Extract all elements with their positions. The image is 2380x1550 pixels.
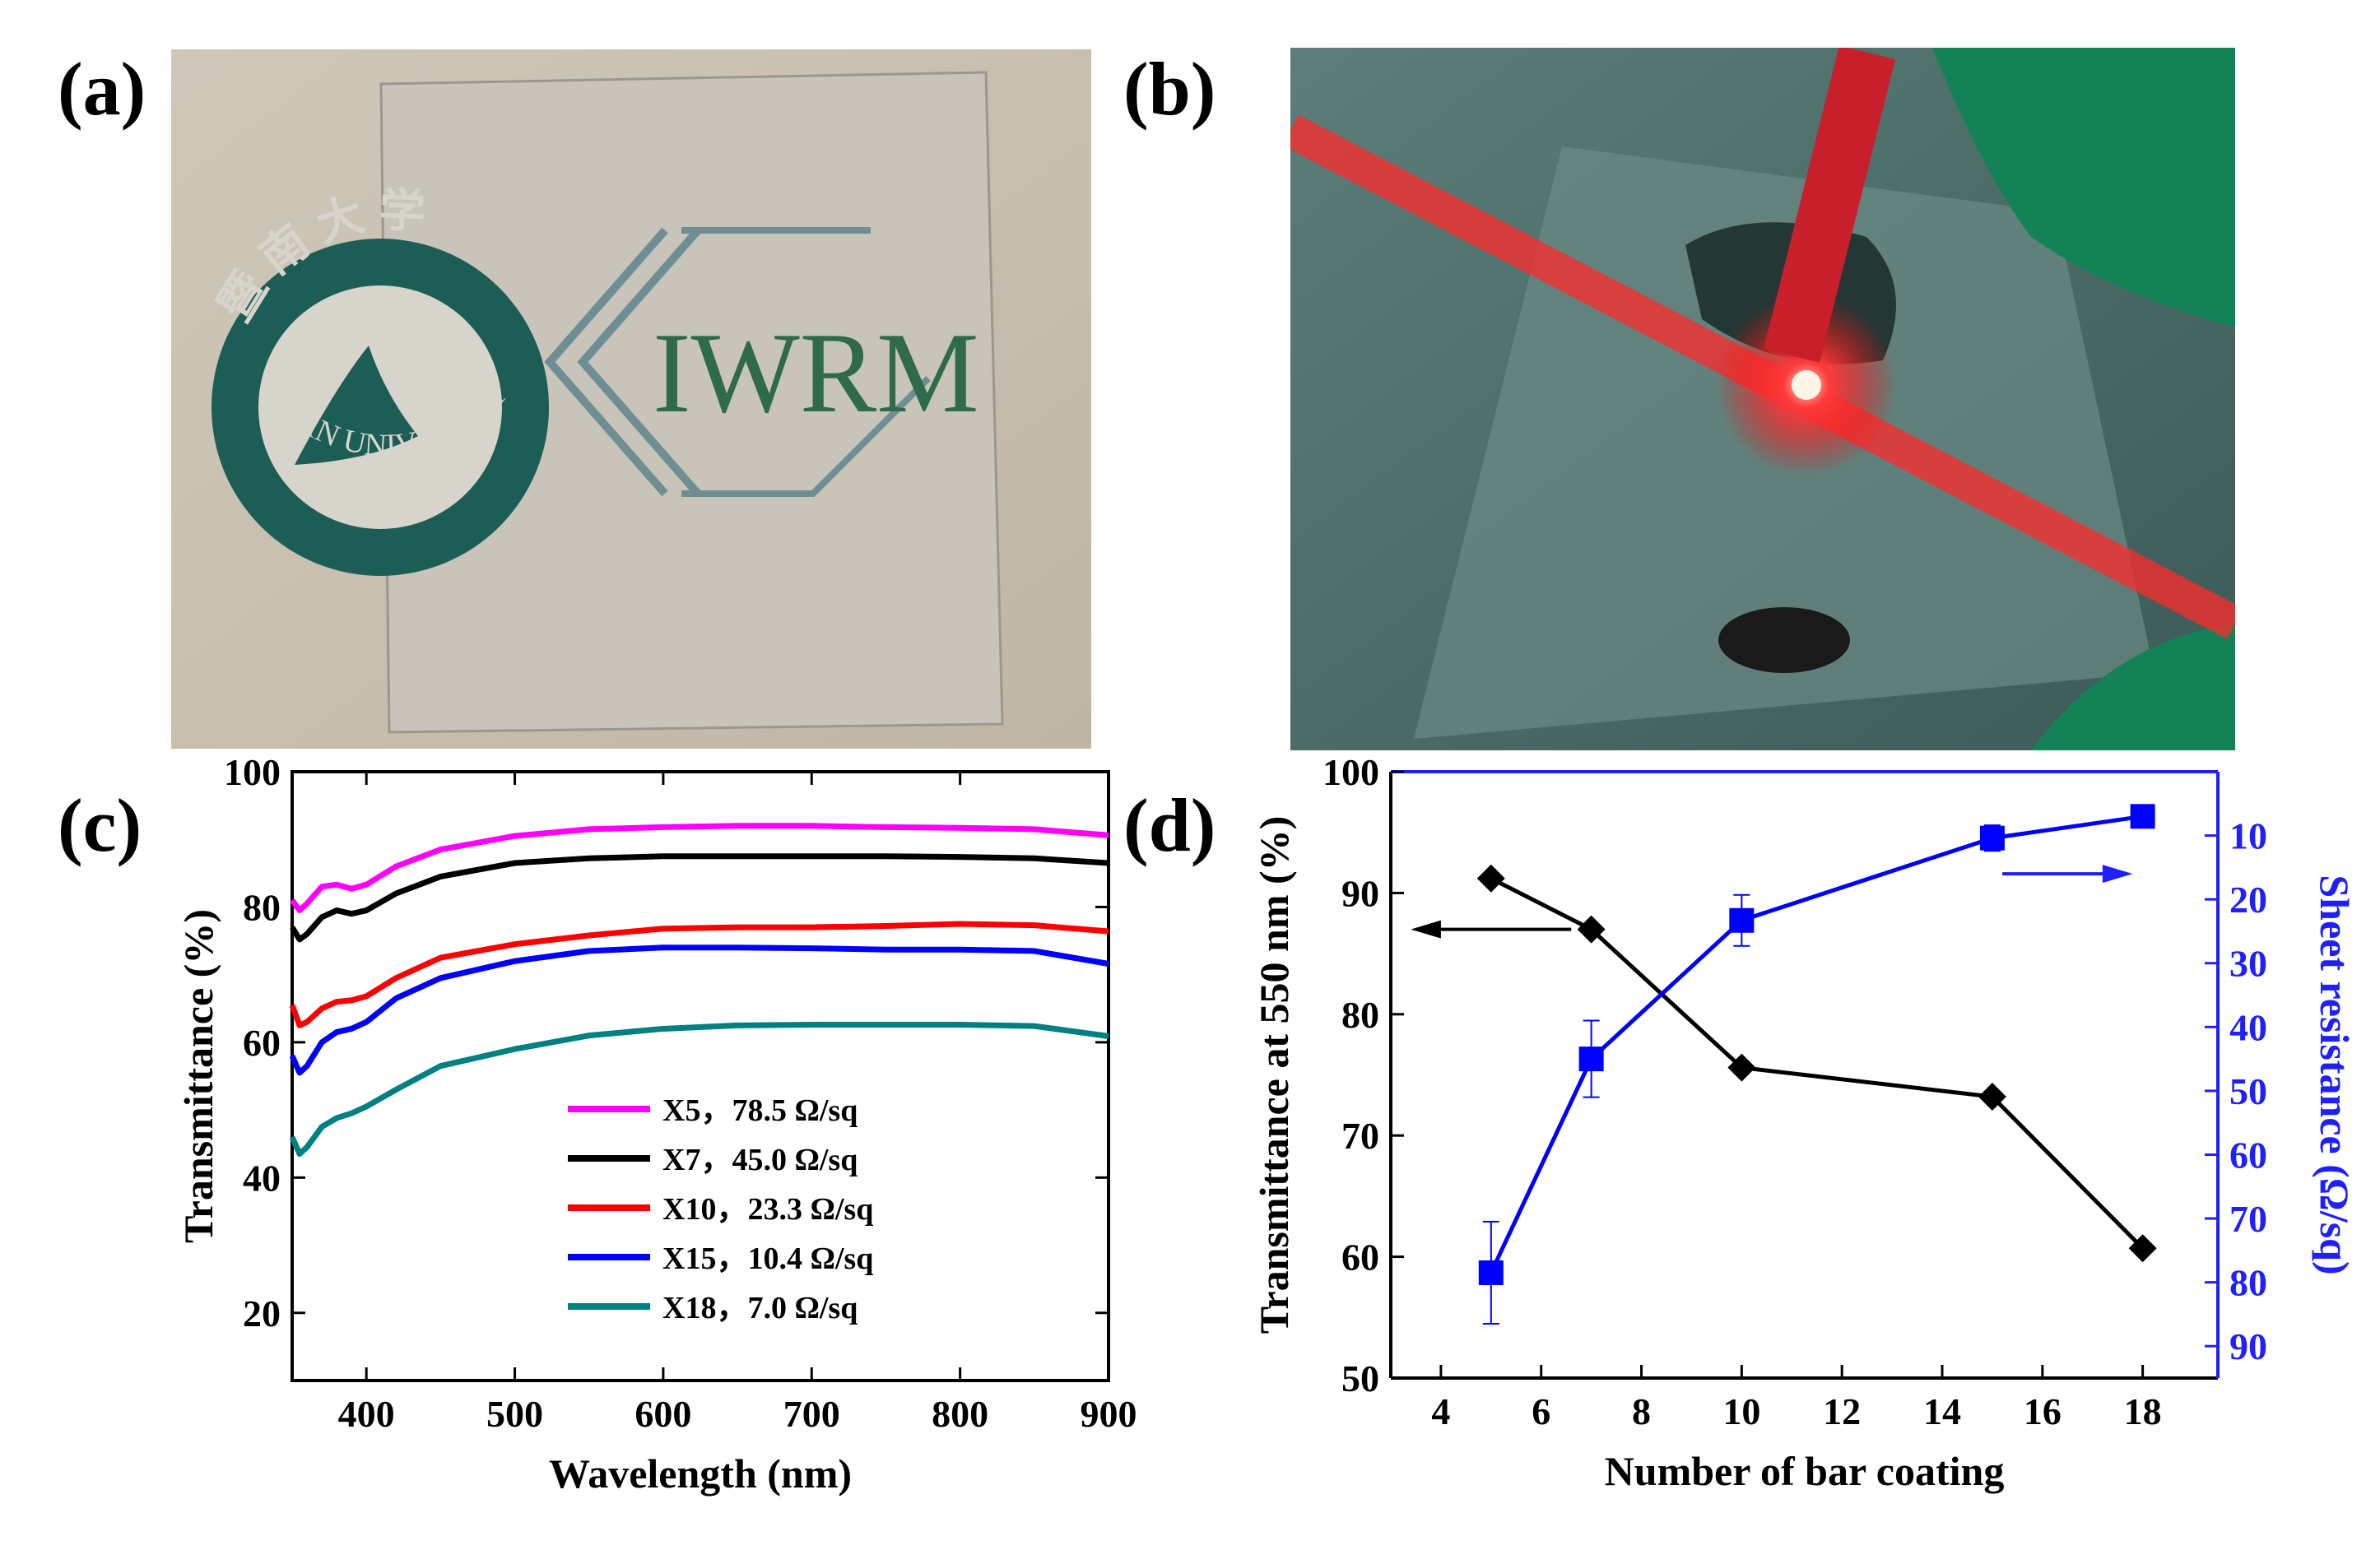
- x-tick-label: 18: [2124, 1390, 2162, 1432]
- y-left-axis-label: Transmittance at 550 nm (%): [1251, 816, 1297, 1334]
- y-right-tick-label: 70: [2229, 1198, 2267, 1240]
- y-right-tick-label: 90: [2229, 1325, 2267, 1367]
- x-tick-label: 12: [1823, 1390, 1861, 1432]
- probe-clip-top: [1764, 48, 1895, 363]
- sheet-resistance-point: [1478, 1260, 1504, 1285]
- y-left-tick-label: 60: [1341, 1237, 1379, 1279]
- chart-c-plot-area: 400 500 600 700 800 900 20 40 60 80 100 Wavelength …: [175, 751, 1137, 1497]
- logo-text: IWRM: [653, 309, 979, 437]
- series-line-0: [290, 823, 1109, 914]
- sheet-resistance-point: [2130, 804, 2155, 829]
- y-left-tick-label: 50: [1341, 1357, 1379, 1399]
- x-tick-label: 400: [338, 1393, 395, 1435]
- x-tick-label: 8: [1632, 1390, 1651, 1432]
- y-axis-label: Transmittance (%): [175, 909, 221, 1243]
- y-right-tick-label: 50: [2229, 1070, 2267, 1112]
- x-tick-label: 800: [932, 1393, 988, 1435]
- legend-label: X5，78.5 Ω/sq: [662, 1093, 858, 1128]
- jinan-university-seal: 1906 暨 南 大 学 JINAN UNIVERSITY: [210, 186, 549, 576]
- legend-label: X18，7.0 Ω/sq: [662, 1291, 858, 1325]
- y-tick-label: 80: [243, 886, 281, 928]
- x-tick-label: 4: [1431, 1390, 1450, 1432]
- led-icon: [1792, 370, 1821, 400]
- transmittance-point: [1727, 1053, 1756, 1082]
- sheet-resistance-line: [1489, 814, 2143, 1274]
- y-left-tick-label: 90: [1341, 872, 1379, 914]
- chart-d-plot-area: 4 6 8 10 12 14 16 18 50 60 70 80 90 100 10 20 30 40 50 60 70…: [1251, 751, 2358, 1494]
- x-tick-label: 500: [486, 1393, 543, 1435]
- x-tick-label: 6: [1532, 1390, 1550, 1432]
- legend-label: X10，23.3 Ω/sq: [662, 1192, 873, 1227]
- y-right-tick-label: 80: [2229, 1262, 2267, 1304]
- x-axis-label: Number of bar coating: [1605, 1448, 2005, 1494]
- series-line-4: [289, 1022, 1109, 1158]
- y-right-axis-label: Sheet resistance (Ω/sq): [2312, 875, 2358, 1274]
- transmittance-point: [1476, 864, 1505, 893]
- y-tick-label: 100: [224, 751, 281, 793]
- y-right-tick-label: 40: [2229, 1006, 2267, 1048]
- sheet-resistance-point: [1729, 907, 1755, 933]
- x-tick-label: 600: [635, 1393, 691, 1435]
- glove-top: [1932, 48, 2235, 327]
- x-tick-label: 700: [783, 1393, 840, 1435]
- y-left-tick-label: 70: [1341, 1115, 1379, 1157]
- x-tick-label: 10: [1722, 1390, 1760, 1432]
- y-tick-label: 60: [243, 1022, 281, 1064]
- x-axis-label: Wavelength (nm): [549, 1450, 852, 1497]
- y-tick-label: 20: [243, 1292, 281, 1334]
- sheet-resistance-point: [1979, 825, 2005, 851]
- transmittance-point: [1577, 915, 1606, 944]
- glove-bottom: [2031, 624, 2235, 750]
- sheet-resistance-point: [1578, 1046, 1604, 1072]
- y-right-tick-label: 60: [2229, 1134, 2267, 1176]
- photo-b: [1290, 48, 2235, 750]
- y-left-tick-label: 80: [1341, 994, 1379, 1036]
- left-arrow-head-icon: [1411, 920, 1441, 939]
- panel-label-b: (b): [1123, 47, 1216, 131]
- right-arrow-head-icon: [2102, 865, 2133, 884]
- plot-frame: [291, 770, 1110, 1382]
- panel-label-c: (c): [58, 783, 142, 867]
- transmittance-point: [2128, 1234, 2157, 1263]
- photo-a: 1906 暨 南 大 学 JINAN UNIVERSITY IWRM: [171, 49, 1091, 749]
- y-right-tick-label: 30: [2229, 943, 2267, 985]
- y-right-tick-label: 10: [2229, 815, 2267, 857]
- iwrm-logo: IWRM: [544, 227, 979, 497]
- legend-label: X15，10.4 Ω/sq: [662, 1241, 873, 1276]
- series-line-2: [289, 921, 1109, 1028]
- y-tick-label: 40: [243, 1157, 281, 1199]
- seal-year: 1906: [356, 413, 405, 440]
- chart-c: 400 500 600 700 800 900 20 40 60 80 100 Wavelength …: [175, 751, 1137, 1497]
- series-line-1: [290, 853, 1109, 943]
- legend-label: X7，45.0 Ω/sq: [662, 1143, 858, 1177]
- y-left-tick-label: 100: [1322, 751, 1379, 793]
- transmittance-point: [1978, 1083, 2006, 1111]
- x-tick-label: 14: [1923, 1390, 1961, 1432]
- x-tick-label: 900: [1081, 1393, 1137, 1435]
- chart-d: 4 6 8 10 12 14 16 18 50 60 70 80 90 100 10 20 30 40 50 60 70…: [1251, 751, 2358, 1494]
- panel-label-a: (a): [58, 47, 146, 131]
- y-right-tick-label: 20: [2229, 879, 2267, 921]
- probe-clip-bottom: [1718, 607, 1850, 673]
- panel-label-d: (d): [1123, 783, 1216, 867]
- x-tick-label: 16: [2024, 1390, 2062, 1432]
- series-line-3: [289, 944, 1109, 1076]
